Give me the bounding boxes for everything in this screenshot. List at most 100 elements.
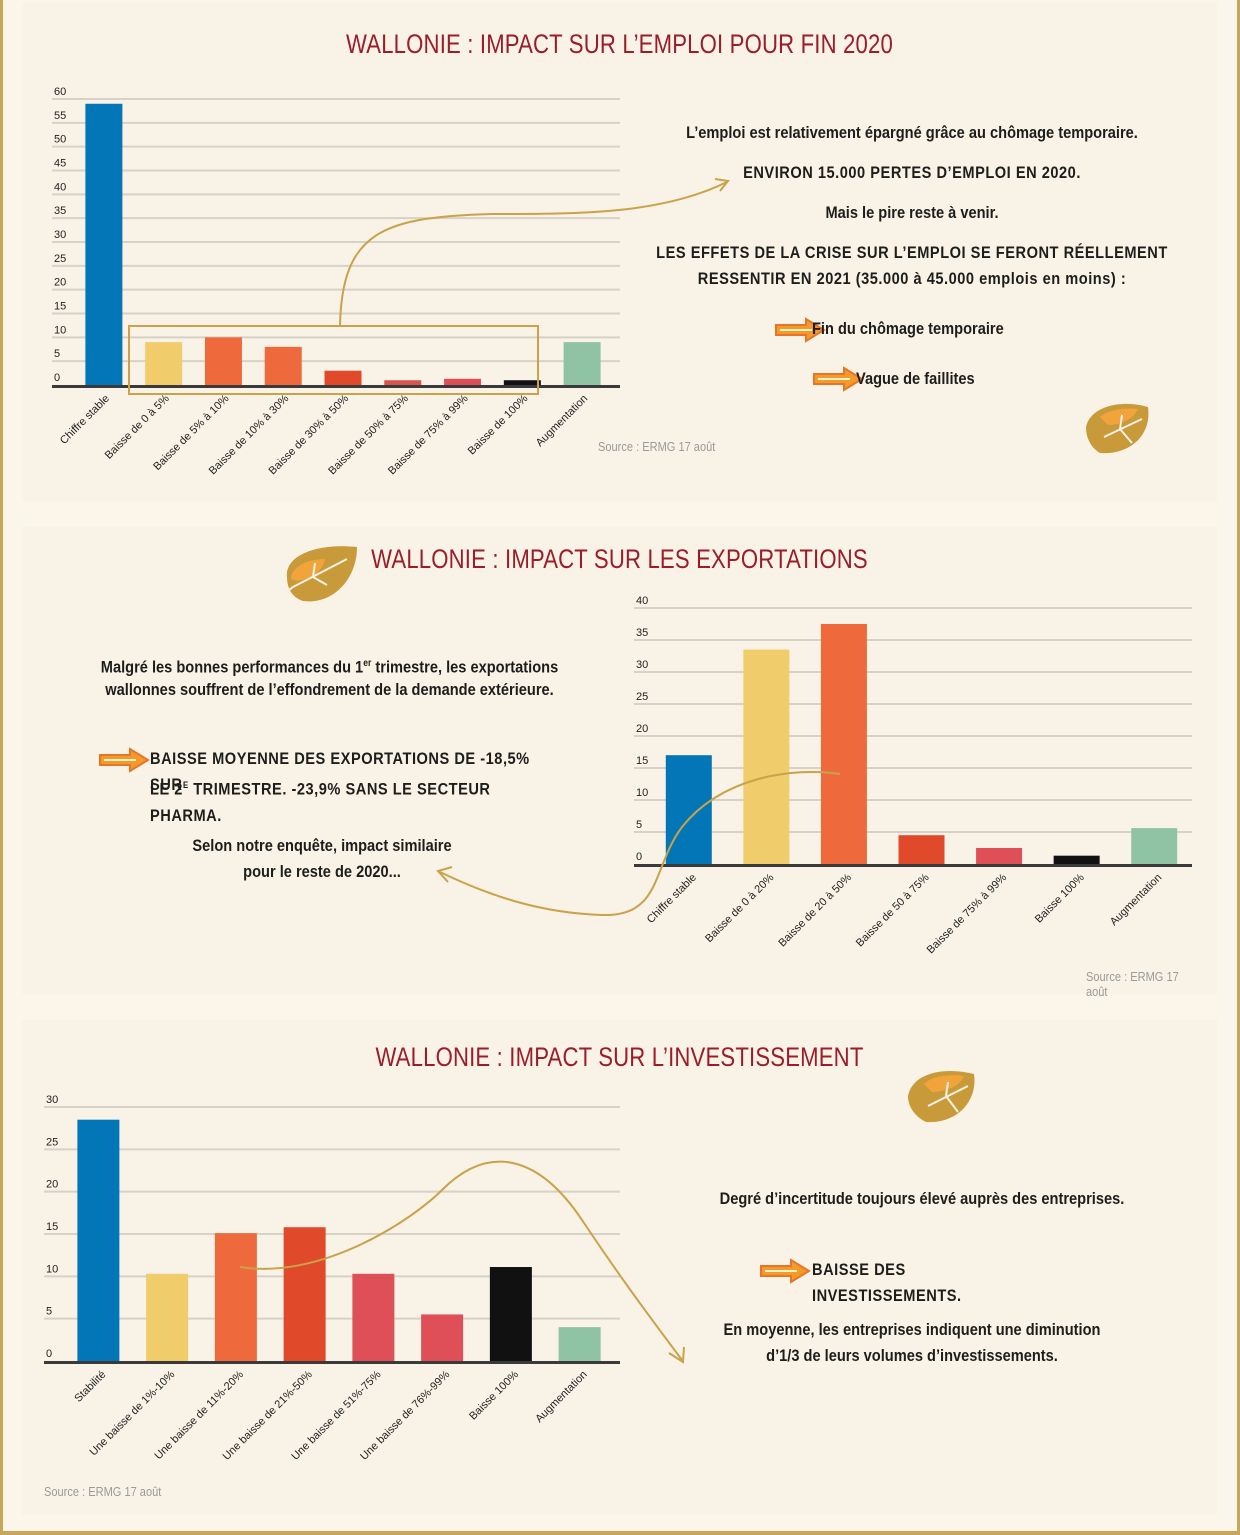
y-tick-label: 45 bbox=[54, 158, 66, 170]
bar bbox=[146, 1273, 189, 1361]
bullet-end-temporary-unemployment: Fin du chômage temporaire bbox=[812, 319, 1004, 338]
bar bbox=[489, 1267, 532, 1361]
y-tick-label: 20 bbox=[46, 1179, 58, 1191]
bar bbox=[264, 346, 302, 385]
y-tick-label: 15 bbox=[46, 1221, 58, 1233]
employment-panel: WALLONIE : IMPACT SUR L’EMPLOI POUR FIN … bbox=[22, 2, 1217, 502]
y-tick-label: 20 bbox=[54, 277, 66, 289]
x-tick-label: Baisse de 0 à 20% bbox=[703, 871, 777, 945]
y-tick-label: 35 bbox=[54, 205, 66, 217]
investment-title: WALLONIE : IMPACT SUR L’INVESTISSEMENT bbox=[375, 1042, 864, 1072]
bar bbox=[558, 1327, 601, 1361]
bar bbox=[85, 103, 123, 386]
bar bbox=[665, 755, 712, 864]
bar bbox=[563, 342, 601, 385]
y-tick-label: 30 bbox=[636, 659, 648, 671]
bar bbox=[283, 1227, 326, 1361]
y-tick-label: 0 bbox=[46, 1348, 52, 1360]
exports-panel: WALLONIE : IMPACT SUR LES EXPORTATIONS M… bbox=[22, 527, 1217, 999]
orange-arrow-icon bbox=[813, 366, 864, 392]
bar bbox=[421, 1314, 464, 1361]
y-tick-label: 5 bbox=[54, 348, 60, 360]
x-tick-label: Baisse de 20 à 50% bbox=[776, 871, 854, 949]
employment-text-4b: RESSENTIR EN 2021 (35.000 à 45.000 emplo… bbox=[697, 269, 1127, 288]
y-tick-label: 10 bbox=[54, 324, 66, 336]
y-tick-label: 25 bbox=[54, 253, 66, 265]
employment-source: Source : ERMG 17 août bbox=[598, 439, 716, 454]
y-tick-label: 25 bbox=[636, 691, 648, 703]
bar bbox=[145, 342, 183, 385]
investment-text-3b: d’1/3 de leurs volumes d’investissements… bbox=[766, 1346, 1058, 1365]
x-tick-label: Baisse 100% bbox=[1033, 871, 1087, 925]
y-tick-label: 50 bbox=[54, 134, 66, 146]
leaf-icon bbox=[1086, 403, 1171, 462]
x-tick-label: Augmentation bbox=[533, 1369, 589, 1425]
bar bbox=[77, 1119, 120, 1361]
orange-arrow-icon bbox=[99, 747, 150, 773]
employment-text-2: ENVIRON 15.000 PERTES D’EMPLOI EN 2020. bbox=[743, 163, 1081, 182]
bar bbox=[214, 1233, 257, 1361]
exports-source: Source : ERMG 17 août bbox=[1086, 969, 1179, 999]
bar bbox=[976, 848, 1023, 864]
bar bbox=[1131, 828, 1178, 864]
bar bbox=[820, 624, 867, 864]
x-tick-label: Stabilité bbox=[72, 1369, 108, 1405]
employment-text-3: Mais le pire reste à venir. bbox=[825, 203, 999, 222]
x-tick-label: Baisse de 75% à 99% bbox=[925, 871, 1010, 956]
investment-text-3a: En moyenne, les entreprises indiquent un… bbox=[723, 1320, 1101, 1339]
x-tick-label: Chiffre stable bbox=[645, 872, 699, 926]
investment-text-1: Degré d’incertitude toujours élevé auprè… bbox=[719, 1189, 1125, 1208]
y-tick-label: 30 bbox=[46, 1094, 58, 1106]
bar bbox=[503, 380, 541, 385]
y-tick-label: 15 bbox=[636, 755, 648, 767]
exports-text-1b: wallonnes souffrent de l’effondrement de… bbox=[105, 680, 554, 699]
investment-panel: WALLONIE : IMPACT SUR L’INVESTISSEMENT 0… bbox=[22, 1020, 1217, 1515]
y-tick-label: 10 bbox=[46, 1263, 58, 1275]
investment-source: Source : ERMG 17 août bbox=[44, 1484, 162, 1499]
y-tick-label: 0 bbox=[54, 372, 60, 384]
exports-text-1a: Malgré les bonnes performances du 1er tr… bbox=[100, 657, 559, 677]
y-tick-label: 55 bbox=[54, 110, 66, 122]
bar bbox=[898, 835, 945, 864]
x-tick-label: Chiffre stable bbox=[58, 393, 112, 447]
bar bbox=[324, 370, 362, 385]
bullet-bankruptcy-wave: Vague de faillites bbox=[856, 369, 975, 388]
bar bbox=[384, 380, 422, 385]
y-tick-label: 10 bbox=[636, 787, 648, 799]
y-tick-label: 20 bbox=[636, 723, 648, 735]
y-tick-label: 25 bbox=[46, 1136, 58, 1148]
x-tick-label: Augmentation bbox=[1108, 872, 1164, 928]
x-tick-label: Augmentation bbox=[534, 393, 590, 449]
exports-text-3a: Selon notre enquête, impact similaire bbox=[192, 836, 452, 855]
bar bbox=[352, 1273, 395, 1361]
y-tick-label: 60 bbox=[54, 86, 66, 98]
x-tick-label: Baisse de 0 à 5% bbox=[103, 392, 172, 461]
employment-title: WALLONIE : IMPACT SUR L’EMPLOI POUR FIN … bbox=[346, 29, 893, 59]
y-tick-label: 30 bbox=[54, 229, 66, 241]
y-tick-label: 40 bbox=[54, 181, 66, 193]
y-tick-label: 0 bbox=[636, 851, 642, 863]
y-tick-label: 5 bbox=[46, 1306, 52, 1318]
y-tick-label: 5 bbox=[636, 819, 642, 831]
exports-text-2a: BAISSE MOYENNE DES EXPORTATIONS DE -18,5… bbox=[150, 749, 530, 794]
exports-text-3b: pour le reste de 2020... bbox=[243, 862, 401, 881]
employment-text-4a: LES EFFETS DE LA CRISE SUR L’EMPLOI SE F… bbox=[656, 243, 1168, 262]
exports-text-2b: LE 2E TRIMESTRE. -23,9% SANS LE SECTEUR … bbox=[150, 779, 491, 825]
y-tick-label: 35 bbox=[636, 627, 648, 639]
x-tick-label: Baisse 100% bbox=[467, 1368, 521, 1422]
y-tick-label: 40 bbox=[636, 595, 648, 607]
bar bbox=[743, 649, 790, 864]
employment-text-1: L’emploi est relativement épargné grâce … bbox=[686, 123, 1138, 142]
x-tick-label: Baisse de 100% bbox=[466, 392, 531, 457]
orange-arrow-icon bbox=[775, 317, 826, 343]
leaf-icon bbox=[908, 1070, 999, 1131]
y-tick-label: 15 bbox=[54, 301, 66, 313]
bar bbox=[1053, 855, 1100, 864]
x-tick-label: Baisse de 50 à 75% bbox=[854, 871, 932, 949]
orange-arrow-icon bbox=[760, 1258, 811, 1284]
bar bbox=[204, 337, 242, 385]
